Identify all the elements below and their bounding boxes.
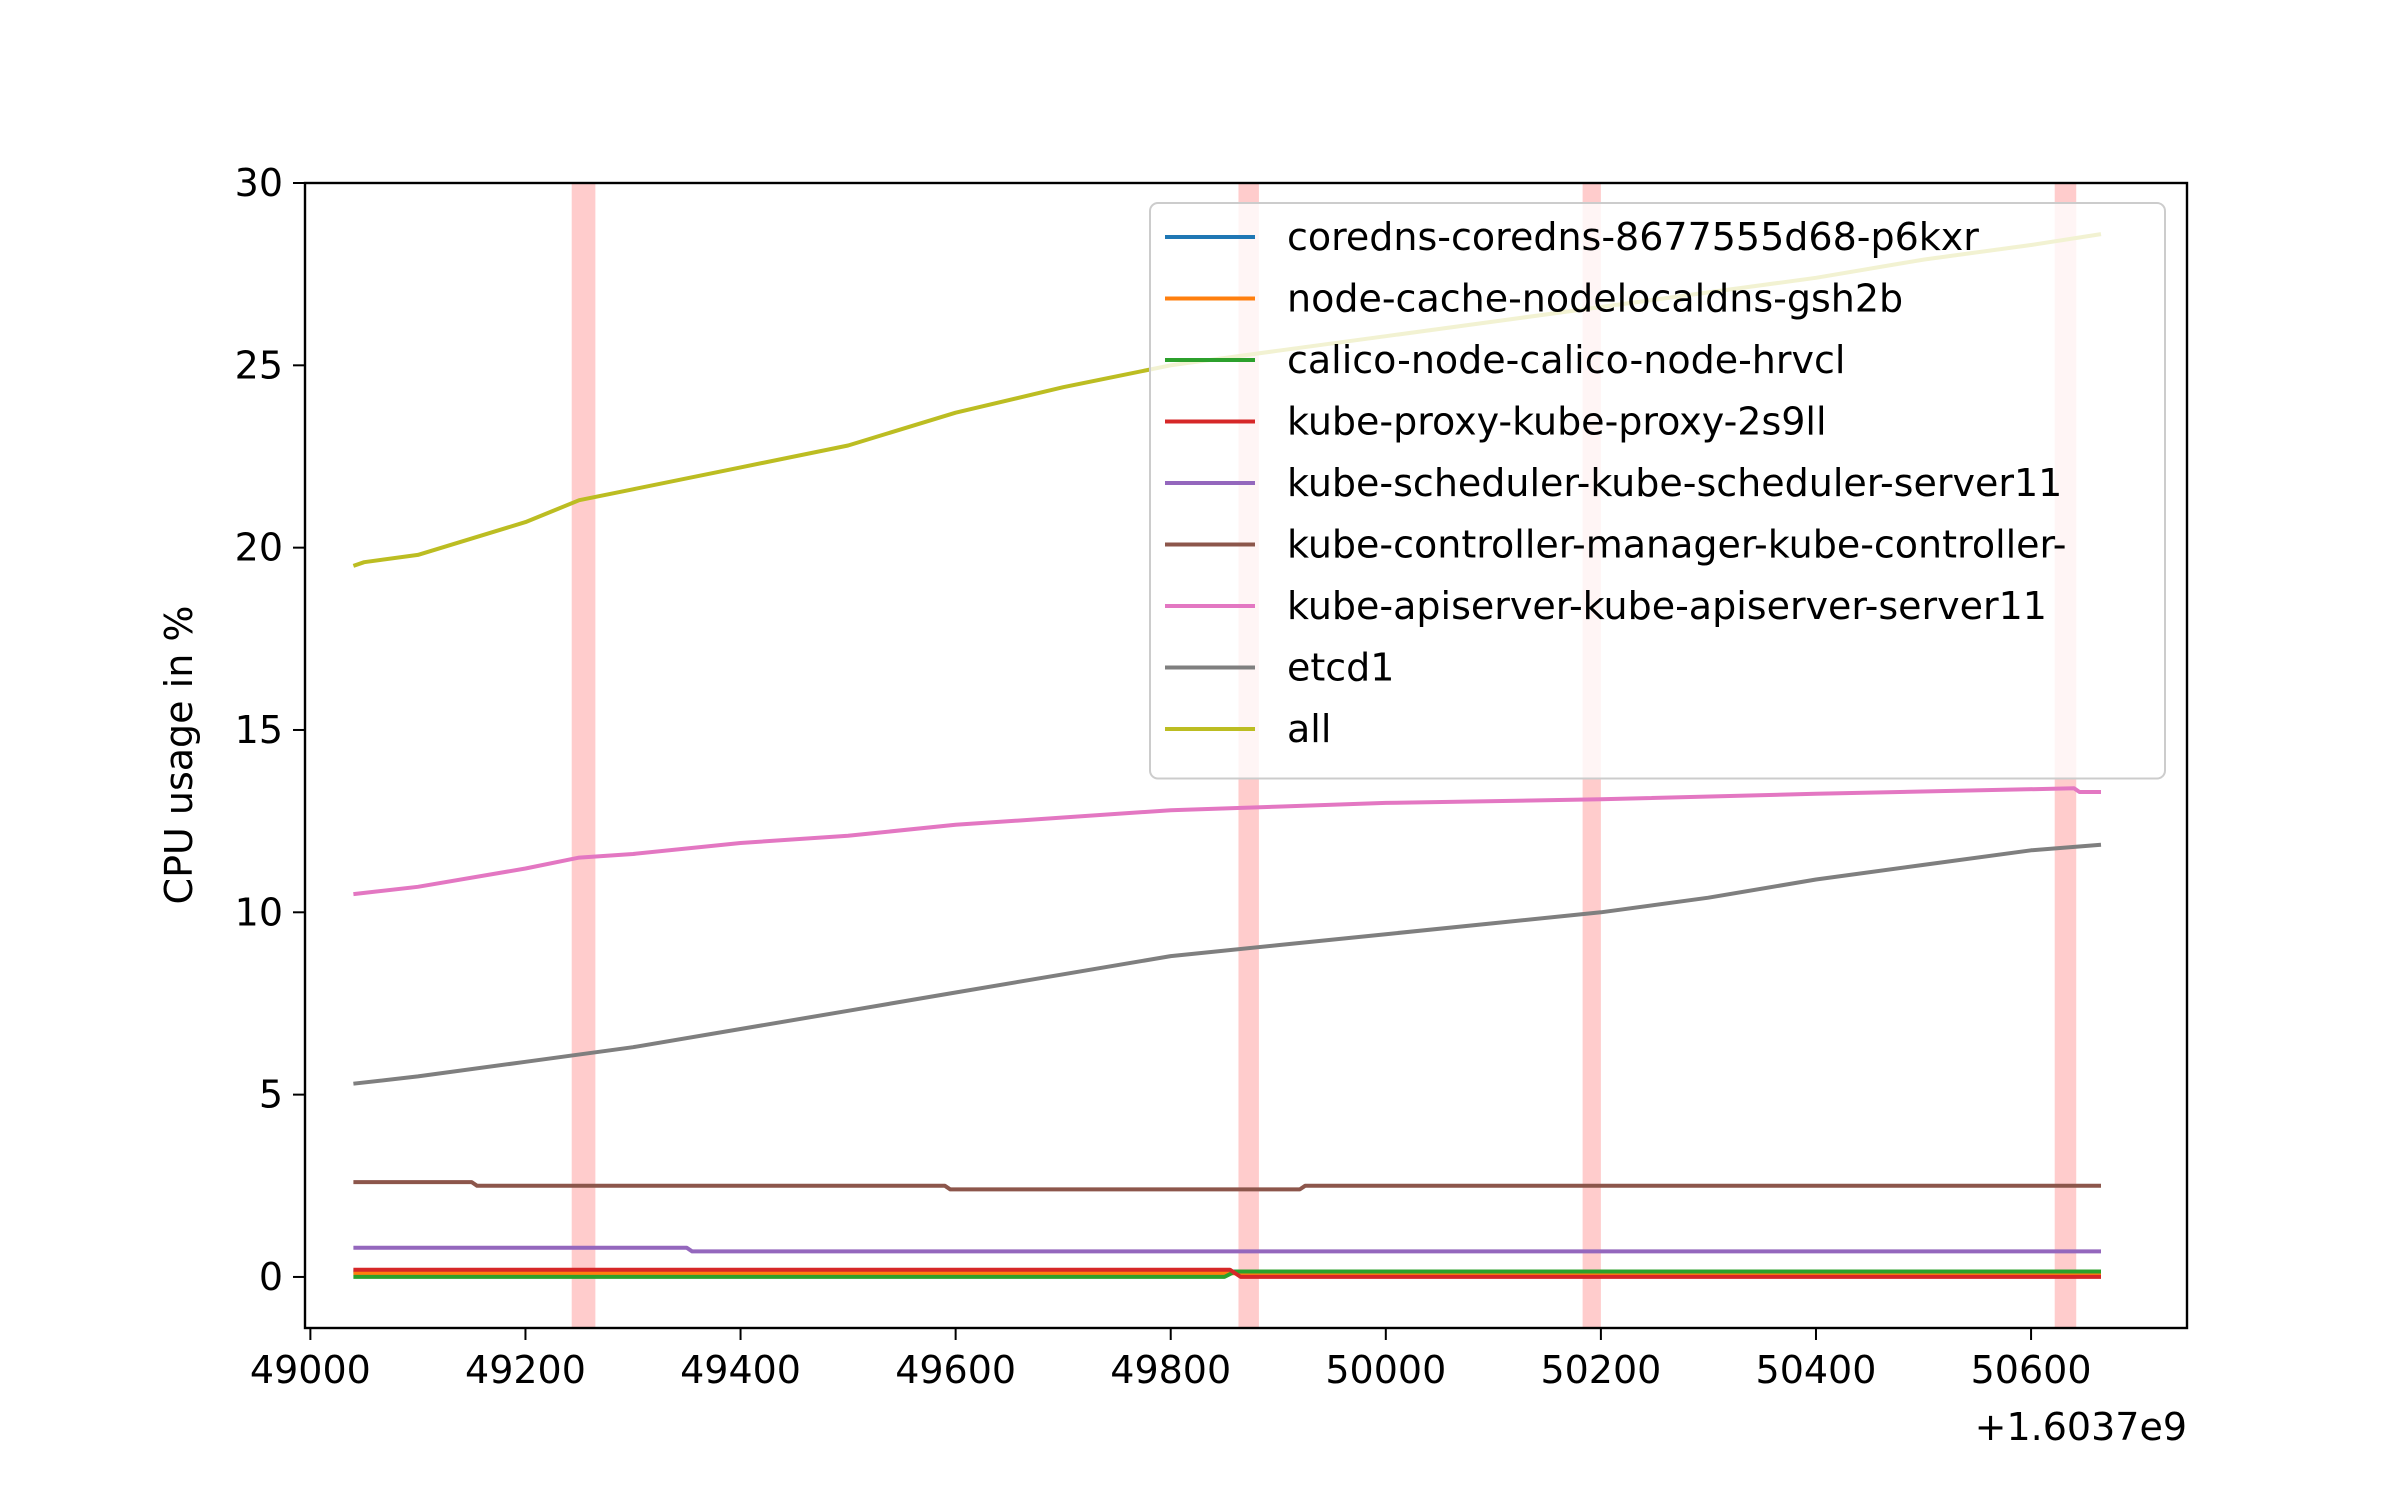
x-tick-label: 49600 — [895, 1348, 1016, 1392]
y-tick-label: 15 — [235, 708, 283, 752]
x-tick-label: 50000 — [1325, 1348, 1446, 1392]
y-axis-ticks: 0 5 10 15 20 25 30 — [235, 161, 305, 1299]
series-line-4 — [353, 1267, 2101, 1279]
y-tick-label: 10 — [235, 890, 283, 934]
x-tick-label: 50600 — [1971, 1348, 2092, 1392]
series-line-8 — [353, 842, 2102, 1086]
legend-label-5: kube-scheduler-kube-scheduler-server11 — [1287, 461, 2062, 505]
y-tick-label: 25 — [235, 343, 283, 387]
plot-frame — [303, 181, 2189, 1330]
x-tick-label: 49000 — [250, 1348, 371, 1392]
x-axis-offset-label: +1.6037e9 — [1975, 1405, 2187, 1449]
series-lines — [352, 232, 2102, 1279]
legend-label-4: kube-proxy-kube-proxy-2s9ll — [1287, 400, 1827, 444]
series-line-5 — [353, 1245, 2101, 1254]
legend-label-2: node-cache-nodelocaldns-gsh2b — [1287, 277, 1903, 321]
x-tick-label: 49800 — [1110, 1348, 1231, 1392]
highlight-band-1 — [571, 183, 596, 1328]
legend-label-1: coredns-coredns-8677555d68-p6kxr — [1287, 215, 1979, 259]
series-line-7 — [353, 786, 2101, 897]
legend-label-8: etcd1 — [1287, 646, 1394, 690]
series-line-3 — [353, 1269, 2101, 1279]
series-line-6 — [353, 1180, 2101, 1192]
y-tick-label: 20 — [235, 526, 283, 570]
y-tick-label: 5 — [259, 1073, 283, 1117]
legend-box — [1149, 202, 2166, 780]
legend-label-9: all — [1287, 707, 1331, 751]
legend-label-7: kube-apiserver-kube-apiserver-server11 — [1287, 584, 2047, 628]
y-tick-label: 30 — [235, 161, 283, 205]
x-axis-ticks: 49000 49200 49400 49600 49800 50000 50200 50400… — [250, 1328, 2092, 1392]
x-tick-label: 50200 — [1540, 1348, 1661, 1392]
x-tick-label: 50400 — [1756, 1348, 1877, 1392]
x-tick-label: 49400 — [680, 1348, 801, 1392]
y-axis-label: CPU usage in % — [157, 606, 201, 905]
legend-label-3: calico-node-calico-node-hrvcl — [1287, 338, 1845, 382]
legend: coredns-coredns-8677555d68-p6kxr node-cac… — [1149, 202, 2166, 780]
y-tick-label: 0 — [259, 1255, 283, 1299]
x-tick-label: 49200 — [465, 1348, 586, 1392]
legend-label-6: kube-controller-manager-kube-controller- — [1287, 523, 2066, 567]
